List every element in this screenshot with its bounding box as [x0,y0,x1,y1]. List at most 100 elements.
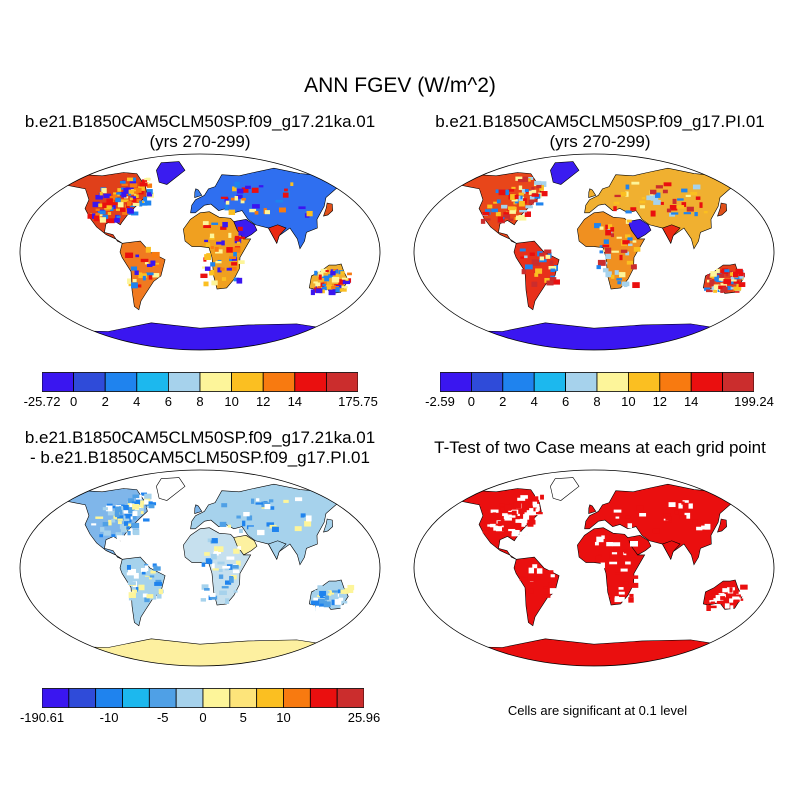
grid-cell [265,502,271,506]
grid-cell [250,498,255,504]
grid-cell [532,496,539,500]
grid-cell [249,208,257,213]
grid-cell [696,526,703,531]
grid-cell [692,519,698,525]
grid-cell [100,527,105,532]
grid-cell [135,587,140,592]
grid-cell [146,272,154,276]
grid-cell [490,509,499,513]
grid-cell [233,548,240,554]
grid-cell [102,522,109,527]
grid-cell [499,503,505,507]
grid-cell [132,494,140,499]
grid-cell [715,594,724,601]
grid-cell [618,591,625,595]
grid-cell [126,564,131,570]
grid-cell [121,191,127,198]
grid-cell [213,549,222,554]
grid-cell [710,601,715,604]
grid-cell [535,268,543,274]
grid-cell [711,593,717,598]
grid-cell [733,591,739,594]
grid-cell [736,591,743,595]
grid-cell [619,272,626,278]
grid-cell [713,289,718,293]
grid-cell [224,204,229,211]
grid-cell [254,211,259,215]
grid-cell [331,274,339,279]
grid-cell [677,198,684,201]
panel-4-title: T-Test of two Case means at each grid po… [400,438,800,458]
grid-cell [723,279,732,285]
colorbar-swatch [294,372,327,392]
colorbar-panel-1-labels: -25.72 0 2 4 6 8 10 12 14 175.75 [24,394,378,410]
grid-cell [621,281,630,287]
grid-cell [224,197,229,203]
panel-1-title: b.e21.B1850CAM5CLM50SP.f09_g17.21ka.01 (… [0,112,400,152]
grid-cell [154,581,163,586]
grid-cell [706,592,711,598]
grid-cell [603,239,609,244]
grid-cell [523,518,528,523]
grid-cell [521,577,528,581]
grid-cell [137,503,144,509]
grid-cell [483,218,491,221]
grid-cell [624,538,630,541]
colorbar-tick-label: 0 [199,710,207,725]
grid-cell [127,177,134,182]
colorbar-tick-label: 2 [101,394,109,409]
land-greenland-small [323,202,333,217]
grid-cell [662,189,668,194]
grid-cell [722,588,728,593]
grid-cell [627,237,633,241]
grid-cell [103,530,111,536]
grid-cell [148,502,157,506]
grid-cell [550,275,555,279]
grid-cell [129,183,138,188]
grid-cell [121,183,128,186]
grid-cell [314,270,318,276]
grid-cell [136,198,141,202]
grid-cell [709,279,715,285]
grid-cell [266,522,275,527]
grid-cell [234,235,240,242]
grid-cell [536,506,540,511]
colorbar-swatch [596,372,629,392]
grid-cell [232,247,241,253]
grid-cell [521,188,526,194]
grid-cell [615,516,620,519]
grid-cell [681,501,685,505]
grid-cell [525,205,533,209]
grid-cell [140,492,148,496]
grid-cell [515,215,522,220]
grid-cell [529,508,534,513]
grid-cell [718,285,727,290]
colorbar-swatch [104,372,138,392]
grid-cell [237,508,245,513]
grid-cell [101,188,107,194]
grid-cell [614,572,621,575]
grid-cell [600,562,605,569]
land-greenland-small [717,202,727,217]
grid-cell [536,568,543,574]
grid-cell [683,212,692,215]
grid-cell [663,182,672,187]
grid-cell [507,512,516,515]
grid-cell [116,535,125,541]
grid-cell [733,280,740,284]
grid-cell [233,277,240,282]
grid-cell [233,251,237,258]
grid-cell [611,250,619,253]
land-greenland [156,477,186,501]
grid-cell [730,605,734,610]
map-panel-1 [19,153,381,351]
grid-cell [234,195,239,201]
grid-cell [517,179,525,183]
grid-cell [531,281,538,287]
grid-cell [315,288,323,294]
grid-cell [523,198,527,204]
grid-cell [532,263,541,266]
grid-cell [518,200,525,207]
grid-cell [519,195,523,200]
grid-cell [519,209,527,213]
